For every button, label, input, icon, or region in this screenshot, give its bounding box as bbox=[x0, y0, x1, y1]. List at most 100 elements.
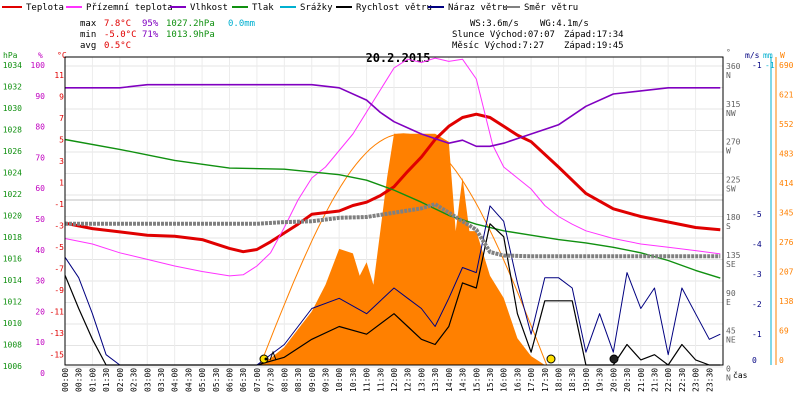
series-line bbox=[64, 205, 721, 366]
pressure-tick-label: 1014 bbox=[3, 276, 22, 285]
legend-label: Vlhkost bbox=[190, 3, 228, 13]
wind-tick-label: -4 bbox=[752, 240, 762, 249]
x-tick-label: 18:00 bbox=[555, 368, 564, 392]
direction-compass-label: N bbox=[726, 71, 731, 80]
wind-tick-label: -1 bbox=[752, 330, 762, 339]
temperature-tick-label: -11 bbox=[50, 308, 65, 317]
wind-tick-label: -1 bbox=[752, 61, 762, 70]
plot-frame bbox=[64, 56, 724, 366]
x-tick-label: 00:30 bbox=[75, 368, 84, 392]
humidity-tick-label: 60 bbox=[35, 184, 45, 193]
x-tick-label: 12:30 bbox=[404, 368, 413, 392]
legend-item-prizemni-teplota: Přízemní teplota bbox=[66, 3, 173, 13]
stats-max-label: max bbox=[80, 19, 97, 29]
x-tick-label: 15:00 bbox=[472, 368, 481, 392]
solar-tick-label: 345 bbox=[779, 209, 794, 218]
stats-min-press: 1013.9hPa bbox=[166, 30, 215, 40]
legend-item-srazky: Srážky bbox=[280, 3, 333, 13]
legend-item-tlak: Tlak bbox=[232, 3, 274, 13]
stats-max-press: 1027.2hPa bbox=[166, 19, 215, 29]
x-tick-label: 05:30 bbox=[212, 368, 221, 392]
x-tick-label: 16:00 bbox=[500, 368, 509, 392]
pressure-unit: hPa bbox=[3, 51, 18, 60]
temperature-tick-label: -5 bbox=[54, 243, 64, 252]
sunset-icon bbox=[546, 354, 556, 364]
stats-max-rain: 0.0mm bbox=[228, 19, 255, 29]
temperature-tick-label: 3 bbox=[59, 157, 64, 166]
x-tick-label: 11:30 bbox=[376, 368, 385, 392]
x-tick-label: 01:00 bbox=[88, 368, 97, 392]
humidity-tick-label: 40 bbox=[35, 246, 45, 255]
direction-compass-label: E bbox=[726, 298, 731, 307]
direction-tick-label: 180 bbox=[726, 213, 741, 222]
x-tick-label: 11:00 bbox=[363, 368, 372, 392]
legend-label: Srážky bbox=[300, 3, 333, 13]
stats-min-hum: 71% bbox=[142, 30, 159, 40]
x-tick-label: 07:00 bbox=[253, 368, 262, 392]
pressure-tick-label: 1034 bbox=[3, 61, 22, 70]
solar-tick-label: 69 bbox=[779, 327, 789, 336]
pressure-tick-label: 1010 bbox=[3, 319, 22, 328]
x-tick-label: 10:30 bbox=[349, 368, 358, 392]
sun-markers bbox=[259, 350, 619, 364]
direction-compass-label: SE bbox=[726, 260, 736, 269]
pressure-tick-label: 1008 bbox=[3, 341, 22, 350]
time-unit-label: čas bbox=[733, 370, 748, 380]
wind-tick-label: -5 bbox=[752, 210, 762, 219]
direction-tick-label: 270 bbox=[726, 138, 741, 147]
stats-sunset: Západ:17:34 bbox=[564, 30, 624, 40]
legend-label: Teplota bbox=[26, 3, 64, 13]
stats-wg: WG:4.1m/s bbox=[540, 19, 589, 29]
x-tick-label: 13:00 bbox=[417, 368, 426, 392]
x-tick-label: 17:00 bbox=[527, 368, 536, 392]
x-tick-label: 16:30 bbox=[513, 368, 522, 392]
sunrise-arrow-icon bbox=[269, 350, 277, 361]
x-tick-label: 23:30 bbox=[705, 368, 714, 392]
direction-tick-label: 360 bbox=[726, 62, 741, 71]
temperature-tick-label: -3 bbox=[54, 222, 64, 231]
solar-unit: W bbox=[780, 51, 785, 60]
temperature-tick-label: 7 bbox=[59, 114, 64, 123]
legend-item-naraz-vetru: Náraz větru bbox=[428, 3, 508, 13]
temperature-tick-label: -9 bbox=[54, 286, 64, 295]
temperature-tick-label: 9 bbox=[59, 93, 64, 102]
humidity-tick-label: 100 bbox=[31, 61, 46, 70]
x-tick-label: 07:30 bbox=[267, 368, 276, 392]
solar-tick-label: 483 bbox=[779, 150, 794, 159]
solar-layer bbox=[259, 133, 548, 366]
x-tick-label: 04:30 bbox=[184, 368, 193, 392]
solar-tick-label: 621 bbox=[779, 91, 794, 100]
pressure-tick-label: 1012 bbox=[3, 298, 22, 307]
legend-item-teplota: Teplota bbox=[2, 3, 64, 13]
pressure-tick-label: 1026 bbox=[3, 147, 22, 156]
humidity-tick-label: 80 bbox=[35, 123, 45, 132]
x-tick-label: 21:00 bbox=[637, 368, 646, 392]
x-tick-label: 03:30 bbox=[157, 368, 166, 392]
x-tick-label: 18:30 bbox=[568, 368, 577, 392]
temperature-tick-label: 11 bbox=[54, 71, 64, 80]
wind-tick-label: -2 bbox=[752, 300, 762, 309]
stats-max-hum: 95% bbox=[142, 19, 159, 29]
pressure-tick-label: 1020 bbox=[3, 212, 22, 221]
temperature-tick-label: -15 bbox=[50, 351, 65, 360]
series-line bbox=[64, 57, 721, 277]
axis-layer: 1034103210301028102610241022102010181016… bbox=[3, 57, 794, 392]
stats-avg-temp: 0.5°C bbox=[104, 41, 131, 51]
legend-item-smer-vetru: Směr větru bbox=[504, 3, 578, 13]
rain-tick-label: -1 bbox=[765, 61, 775, 70]
solar-tick-label: 138 bbox=[779, 297, 794, 306]
x-tick-label: 12:00 bbox=[390, 368, 399, 392]
legend-label: Náraz větru bbox=[448, 3, 508, 13]
temperature-tick-label: -7 bbox=[54, 265, 64, 274]
moonset-icon bbox=[609, 354, 619, 364]
stats-max-temp: 7.8°C bbox=[104, 19, 131, 29]
pressure-tick-label: 1016 bbox=[3, 255, 22, 264]
legend-label: Tlak bbox=[252, 3, 274, 13]
stats-moonrise: Měsíc Východ:7:27 bbox=[452, 41, 544, 51]
temperature-tick-label: -13 bbox=[50, 329, 65, 338]
axis-units: hPa % °C ° m/s mm W čas bbox=[3, 48, 785, 380]
x-tick-label: 13:30 bbox=[431, 368, 440, 392]
x-tick-label: 21:30 bbox=[650, 368, 659, 392]
direction-tick-label: 315 bbox=[726, 100, 741, 109]
